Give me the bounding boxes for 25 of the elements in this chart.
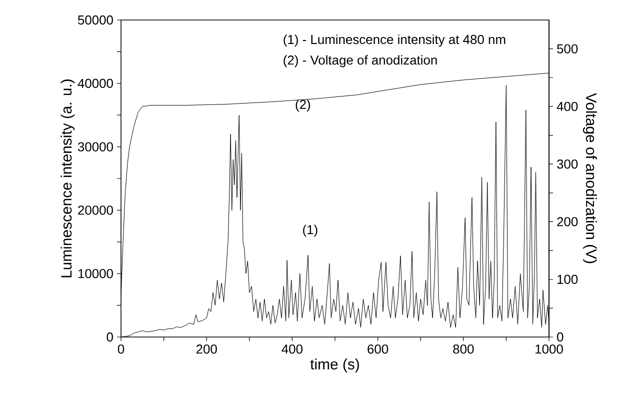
y2-tick-label: 400 (556, 102, 578, 112)
annotation: (1) - Luminescence intensity at 480 nm (284, 34, 506, 47)
y2-axis-title: Voltage of anodization (V) (582, 92, 597, 264)
annotation: (2) (296, 100, 310, 112)
y2-tick-label: 0 (557, 332, 564, 342)
annotation: (1) (303, 224, 318, 237)
y2-tick-label: 200 (557, 217, 578, 226)
x-tick-label: 0 (118, 344, 124, 354)
y-tick-label: 50000 (78, 15, 113, 25)
annotation: (2) - Voltage of anodization (284, 55, 437, 68)
x-tick-label: 800 (453, 344, 474, 354)
x-tick-label: 400 (282, 344, 303, 354)
x-tick-label: 600 (368, 344, 388, 354)
y-tick-label: 0 (106, 332, 113, 342)
y-tick-label: 30000 (78, 142, 113, 152)
x-axis-title: time (s) (310, 358, 359, 372)
y-tick-label: 10000 (78, 269, 113, 278)
x-tick-label: 1000 (536, 344, 563, 354)
y2-tick-label: 500 (557, 44, 578, 54)
y2-tick-label: 100 (558, 274, 578, 284)
y-tick-label: 40000 (78, 78, 113, 88)
y-tick-label: 20000 (78, 206, 113, 215)
x-tick-label: 200 (196, 344, 217, 354)
y-axis-title: Luminescence intensity (a. u.) (60, 80, 75, 278)
y2-tick-label: 300 (557, 160, 578, 169)
